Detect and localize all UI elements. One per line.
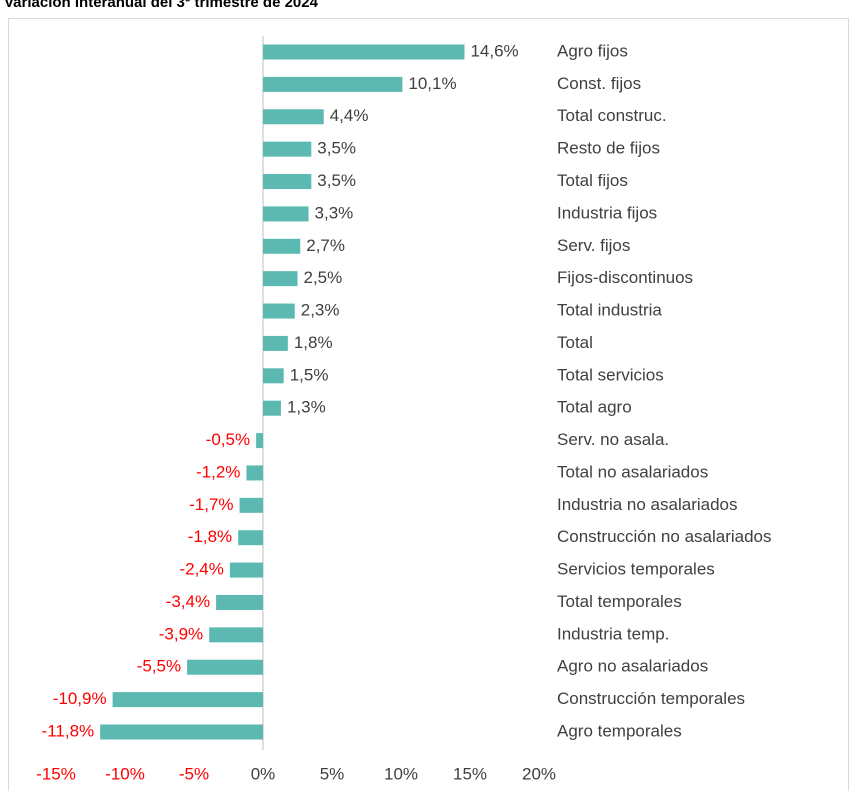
data-label: -1,7% [189,495,233,514]
data-label: -2,4% [179,560,223,579]
category-label: Const. fijos [557,74,641,93]
data-label: 2,7% [306,236,345,255]
chart-title: Variación interanual del 3º trimestre de… [4,0,319,11]
data-label: 4,4% [330,106,369,125]
bar [187,659,263,675]
data-label: 1,3% [287,398,326,417]
category-label: Serv. fijos [557,236,630,255]
bar [263,76,403,92]
category-label: Fijos-discontinuos [557,268,693,287]
x-tick-label: 20% [522,764,556,783]
data-label: 10,1% [408,74,456,93]
bar [263,206,309,222]
data-label: 1,8% [294,333,333,352]
category-label: Resto de fijos [557,139,660,158]
x-tick-label: 15% [453,764,487,783]
category-label: Total temporales [557,592,682,611]
category-label: Construcción no asalariados [557,527,772,546]
bar [256,433,263,449]
category-label: Agro fijos [557,41,628,60]
category-label: Industria fijos [557,203,657,222]
bar [263,238,301,254]
category-label: Total fijos [557,171,628,190]
x-tick-label: 10% [384,764,418,783]
category-label: Servicios temporales [557,560,715,579]
data-label: 14,6% [470,41,518,60]
data-label: 2,3% [301,301,340,320]
bar [263,271,298,287]
category-label: Industria temp. [557,624,669,643]
bar [100,724,263,740]
data-label: 3,5% [317,171,356,190]
bar [239,497,263,513]
bar [263,141,312,157]
bar [246,465,263,481]
x-tick-label: -10% [105,764,145,783]
data-label: 3,3% [315,203,354,222]
category-label: Total servicios [557,365,664,384]
category-label: Total [557,333,593,352]
category-label: Total construc. [557,106,667,125]
x-tick-label: 0% [251,764,276,783]
data-label: -3,9% [159,624,203,643]
bar [209,627,263,643]
data-label: -5,5% [137,657,181,676]
category-label: Construcción temporales [557,689,745,708]
category-label: Total industria [557,301,662,320]
data-label: -0,5% [206,430,250,449]
bar [112,692,263,708]
data-label: -11,8% [42,721,95,740]
bar [263,303,295,319]
bar [263,400,281,416]
bar [263,109,324,125]
bar [263,174,312,190]
data-label: 3,5% [317,139,356,158]
bar [263,335,288,351]
data-label: -10,9% [53,689,107,708]
bar [263,368,284,384]
x-tick-label: -5% [179,764,209,783]
category-label: Serv. no asala. [557,430,669,449]
category-label: Total no asalariados [557,462,708,481]
data-label: -1,8% [188,527,232,546]
category-label: Industria no asalariados [557,495,738,514]
category-label: Agro temporales [557,721,682,740]
category-label: Agro no asalariados [557,657,708,676]
data-label: 2,5% [304,268,343,287]
bar [229,562,263,578]
category-label: Total agro [557,398,632,417]
bar [216,594,263,610]
data-label: 1,5% [290,365,329,384]
data-label: -3,4% [166,592,210,611]
chart-frame [8,18,849,791]
x-tick-label: -15% [36,764,76,783]
bar [263,44,465,60]
data-label: -1,2% [196,462,240,481]
x-tick-label: 5% [320,764,345,783]
bar [238,530,263,546]
